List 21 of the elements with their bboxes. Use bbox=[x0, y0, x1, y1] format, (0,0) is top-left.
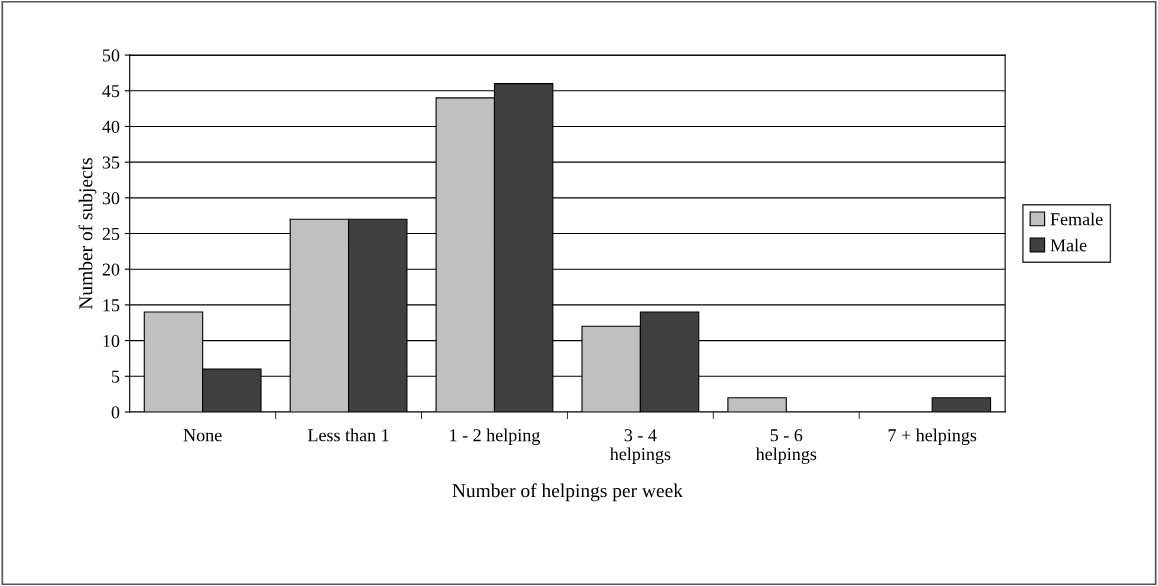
y-axis-title: Number of subjects bbox=[78, 158, 97, 310]
x-tick-label: 1 - 2 helping bbox=[450, 428, 541, 446]
x-tick-label: 7 + helpings bbox=[888, 428, 977, 446]
y-tick-label: 10 bbox=[103, 334, 120, 348]
x-tick-label: 5 - 6 helpings bbox=[755, 429, 817, 464]
x-axis-title: Number of helpings per week bbox=[452, 483, 683, 502]
y-tick-label: 30 bbox=[102, 192, 120, 205]
y-tick-label: 25 bbox=[102, 227, 120, 240]
y-tick-label: 35 bbox=[102, 156, 120, 169]
legend-label: Male bbox=[1050, 238, 1087, 252]
x-tick-label: None bbox=[183, 429, 222, 442]
y-tick-label: 15 bbox=[103, 299, 120, 312]
y-tick-label: 0 bbox=[111, 406, 120, 419]
y-tick-label: 20 bbox=[102, 263, 120, 276]
y-tick-label: 40 bbox=[102, 120, 120, 133]
y-tick-label: 5 bbox=[112, 370, 120, 383]
legend-label: Female bbox=[1050, 212, 1103, 226]
y-tick-label: 50 bbox=[102, 49, 120, 62]
x-tick-label: Less than 1 bbox=[307, 428, 389, 442]
x-tick-label: 3 - 4 helpings bbox=[609, 429, 671, 464]
y-tick-label: 45 bbox=[102, 85, 120, 98]
